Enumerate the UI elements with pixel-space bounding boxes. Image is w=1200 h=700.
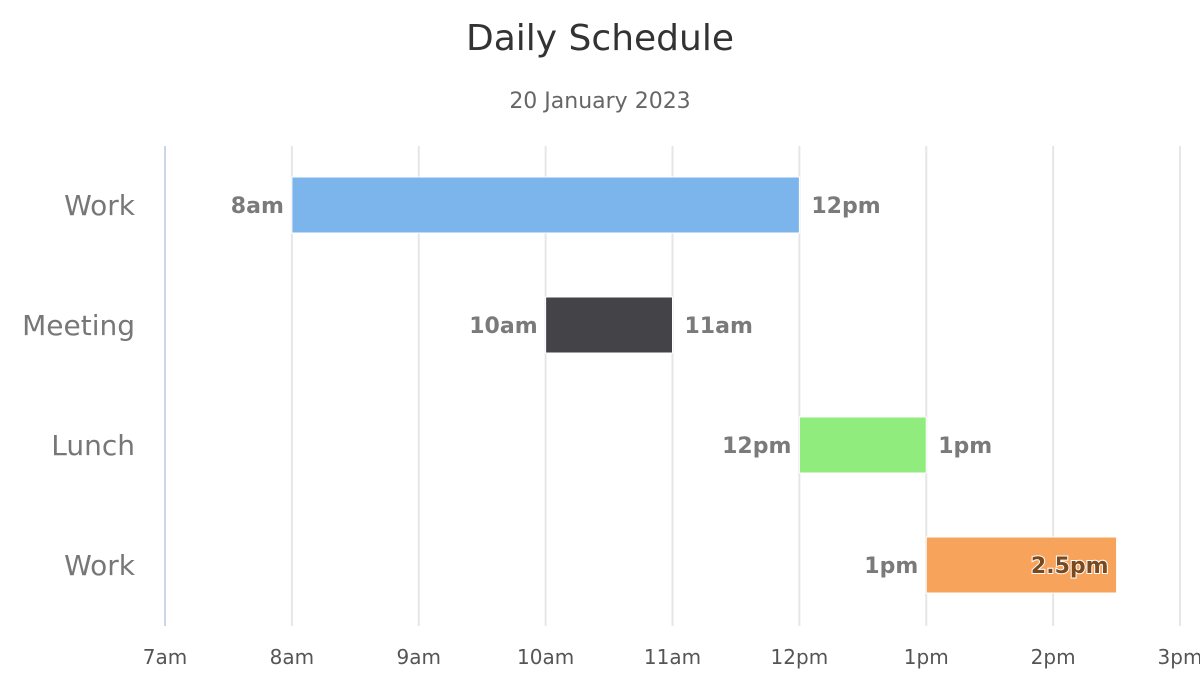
chart-subtitle: 20 January 2023 [509, 89, 690, 114]
x-tick-label: 12pm [771, 645, 829, 669]
x-tick-label: 2pm [1031, 645, 1076, 669]
range-bar[interactable] [925, 536, 1118, 594]
x-tick-label: 7am [143, 645, 187, 669]
data-label-high: 2.5pm [1031, 554, 1109, 579]
chart-title: Daily Schedule [466, 18, 734, 59]
labels-layer: 8am 12pm 10am 11am 12pm 1pm 1pm 2.5pm [231, 194, 1110, 580]
x-tick-label: 11am [644, 645, 701, 669]
category-label: Meeting [22, 309, 135, 342]
x-tick-label: 9am [397, 645, 441, 669]
x-axis-ticks: 7am 8am 9am 10am 11am 12pm 1pm 2pm 3pm [143, 645, 1200, 669]
data-label-low: 12pm [722, 434, 791, 459]
bars-layer [291, 176, 1118, 594]
category-labels: Work Meeting Lunch Work [22, 189, 136, 582]
range-bar[interactable] [798, 416, 927, 474]
x-tick-label: 3pm [1158, 645, 1200, 669]
category-label: Work [64, 549, 136, 582]
x-tick-label: 10am [517, 645, 574, 669]
range-bar[interactable] [545, 296, 673, 354]
x-tick-label: 1pm [904, 645, 949, 669]
data-label-high: 1pm [938, 434, 992, 459]
data-label-low: 1pm [864, 554, 918, 579]
data-label-low: 8am [231, 194, 284, 219]
category-label: Lunch [51, 429, 135, 462]
x-tick-label: 8am [270, 645, 314, 669]
range-bar[interactable] [291, 176, 800, 234]
data-label-high: 12pm [811, 194, 880, 219]
category-label: Work [64, 189, 136, 222]
data-label-high: 11am [685, 314, 753, 339]
data-label-low: 10am [469, 314, 537, 339]
